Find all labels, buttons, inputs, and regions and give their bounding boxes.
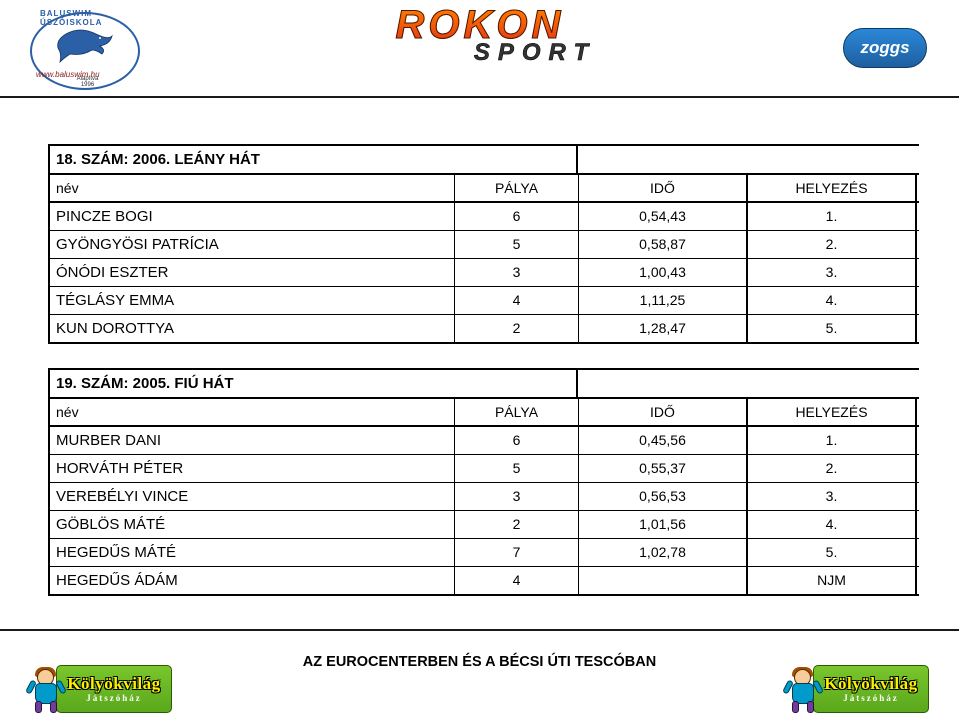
cell-name: HEGEDŰS MÁTÉ: [48, 539, 455, 566]
cell-time: 0,45,56: [579, 427, 748, 454]
table-body: MURBER DANI60,45,561.HORVÁTH PÉTER50,55,…: [48, 427, 919, 596]
cell-time: 0,54,43: [579, 203, 748, 230]
cell-place: 5.: [748, 539, 917, 566]
table-row: KUN DOROTTYA21,28,475.: [48, 315, 919, 344]
cell-time: 1,11,25: [579, 287, 748, 314]
cell-lane: 3: [455, 483, 579, 510]
kolyokvilag-badge: Kölyökvilág Játszóház: [813, 665, 929, 713]
table-row: GYÖNGYÖSI PATRÍCIA50,58,872.: [48, 231, 919, 259]
table-row: ÓNÓDI ESZTER31,00,433.: [48, 259, 919, 287]
cell-lane: 5: [455, 455, 579, 482]
cell-place: 1.: [748, 427, 917, 454]
cell-time: [579, 567, 748, 594]
cell-name: KUN DOROTTYA: [48, 315, 455, 342]
cell-time: 0,56,53: [579, 483, 748, 510]
kolyokvilag-badge: Kölyökvilág Játszóház: [56, 665, 172, 713]
cell-lane: 2: [455, 511, 579, 538]
kolyokvilag-logo-left: Kölyökvilág Játszóház: [30, 665, 172, 713]
baluswim-since: Alapítva 1996: [70, 76, 105, 88]
cell-name: MURBER DANI: [48, 427, 455, 454]
header-time: IDŐ: [579, 399, 748, 425]
group-title: 19. SZÁM: 2005. FIÚ HÁT: [48, 370, 578, 397]
boy-icon: [787, 667, 819, 713]
cell-name: PINCZE BOGI: [48, 203, 455, 230]
cell-lane: 7: [455, 539, 579, 566]
table-row: HEGEDŰS ÁDÁM4 NJM: [48, 567, 919, 596]
cell-lane: 2: [455, 315, 579, 342]
header-place: HELYEZÉS: [748, 399, 917, 425]
table-row: PINCZE BOGI60,54,431.: [48, 203, 919, 231]
boy-icon: [30, 667, 62, 713]
table-row: HEGEDŰS MÁTÉ71,02,785.: [48, 539, 919, 567]
header-time: IDŐ: [579, 175, 748, 201]
cell-name: GYÖNGYÖSI PATRÍCIA: [48, 231, 455, 258]
page-header: BALUSWIM ÚSZÓISKOLA www.baluswim.hu Alap…: [0, 0, 959, 98]
cell-place: 4.: [748, 511, 917, 538]
cell-lane: 6: [455, 203, 579, 230]
cell-place: 3.: [748, 483, 917, 510]
table-row: HORVÁTH PÉTER50,55,372.: [48, 455, 919, 483]
group-title: 18. SZÁM: 2006. LEÁNY HÁT: [48, 146, 578, 173]
cell-name: HEGEDŰS ÁDÁM: [48, 567, 455, 594]
results-content: 18. SZÁM: 2006. LEÁNY HÁT név PÁLYA IDŐ …: [0, 98, 959, 596]
cell-time: 0,58,87: [579, 231, 748, 258]
cell-time: 1,00,43: [579, 259, 748, 286]
cell-time: 0,55,37: [579, 455, 748, 482]
cell-place: 5.: [748, 315, 917, 342]
kv-line1: Kölyökvilág: [67, 676, 160, 692]
table-header-row: név PÁLYA IDŐ HELYEZÉS: [48, 174, 919, 203]
cell-name: HORVÁTH PÉTER: [48, 455, 455, 482]
zoggs-logo: zoggs: [843, 28, 927, 68]
cell-time: 1,28,47: [579, 315, 748, 342]
table-body: PINCZE BOGI60,54,431.GYÖNGYÖSI PATRÍCIA5…: [48, 203, 919, 344]
cell-lane: 5: [455, 231, 579, 258]
table-row: GÖBLÖS MÁTÉ21,01,564.: [48, 511, 919, 539]
kv-line1: Kölyökvilág: [824, 676, 917, 692]
cell-place: 1.: [748, 203, 917, 230]
cell-place: NJM: [748, 567, 917, 594]
table-row: TÉGLÁSY EMMA41,11,254.: [48, 287, 919, 315]
page-footer: AZ EUROCENTERBEN ÉS A BÉCSI ÚTI TESCÓBAN…: [0, 629, 959, 721]
cell-place: 2.: [748, 455, 917, 482]
footer-text: AZ EUROCENTERBEN ÉS A BÉCSI ÚTI TESCÓBAN: [303, 654, 656, 670]
cell-place: 2.: [748, 231, 917, 258]
table-row: VEREBÉLYI VINCE30,56,533.: [48, 483, 919, 511]
header-name: név: [48, 399, 455, 425]
cell-name: TÉGLÁSY EMMA: [48, 287, 455, 314]
header-name: név: [48, 175, 455, 201]
rokon-line1: ROKON: [280, 8, 680, 42]
results-group-18: 18. SZÁM: 2006. LEÁNY HÁT név PÁLYA IDŐ …: [48, 144, 919, 344]
cell-time: 1,02,78: [579, 539, 748, 566]
cell-lane: 4: [455, 287, 579, 314]
table-row: MURBER DANI60,45,561.: [48, 427, 919, 455]
cell-place: 4.: [748, 287, 917, 314]
kolyokvilag-logo-right: Kölyökvilág Játszóház: [787, 665, 929, 713]
cell-name: VEREBÉLYI VINCE: [48, 483, 455, 510]
results-group-19: 19. SZÁM: 2005. FIÚ HÁT név PÁLYA IDŐ HE…: [48, 368, 919, 596]
table-header-row: név PÁLYA IDŐ HELYEZÉS: [48, 398, 919, 427]
cell-time: 1,01,56: [579, 511, 748, 538]
cell-lane: 6: [455, 427, 579, 454]
cell-name: ÓNÓDI ESZTER: [48, 259, 455, 286]
baluswim-logo: BALUSWIM ÚSZÓISKOLA www.baluswim.hu Alap…: [30, 12, 150, 90]
cell-name: GÖBLÖS MÁTÉ: [48, 511, 455, 538]
header-lane: PÁLYA: [455, 175, 579, 201]
header-place: HELYEZÉS: [748, 175, 917, 201]
cell-place: 3.: [748, 259, 917, 286]
cell-lane: 4: [455, 567, 579, 594]
header-lane: PÁLYA: [455, 399, 579, 425]
dolphin-icon: [52, 24, 116, 64]
rokon-logo: ROKON SPORT: [280, 8, 680, 64]
kv-line2: Játszóház: [843, 694, 899, 703]
cell-lane: 3: [455, 259, 579, 286]
kv-line2: Játszóház: [86, 694, 142, 703]
